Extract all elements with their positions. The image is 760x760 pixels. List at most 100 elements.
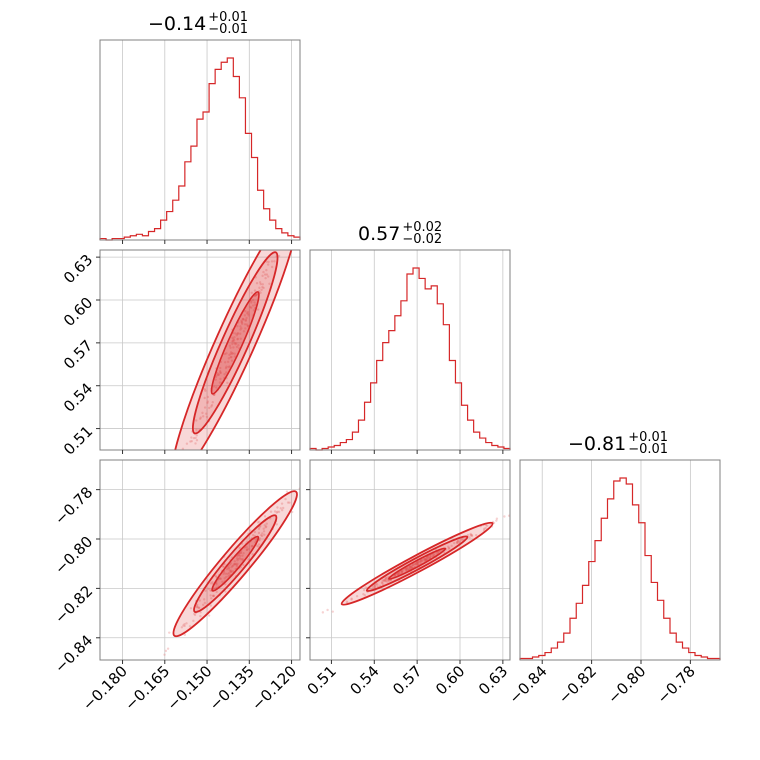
scatter-point bbox=[241, 317, 245, 321]
scatter-point bbox=[439, 550, 442, 553]
scatter-point bbox=[223, 352, 227, 356]
scatter-point bbox=[458, 540, 461, 544]
scatter-point bbox=[250, 300, 253, 303]
scatter-point bbox=[183, 622, 186, 626]
y-tick-label: −0.78 bbox=[51, 483, 96, 528]
contour-level-2 bbox=[211, 535, 260, 592]
scatter-point bbox=[229, 346, 232, 349]
scatter-point bbox=[239, 325, 242, 328]
scatter-point bbox=[242, 330, 246, 333]
y-tick-label: 0.54 bbox=[60, 379, 96, 415]
scatter-point bbox=[231, 351, 234, 355]
scatter-point bbox=[384, 578, 387, 581]
scatter-point bbox=[236, 554, 240, 557]
panel-title-1: 0.57 bbox=[358, 223, 400, 245]
contour-level-1 bbox=[193, 514, 278, 613]
scatter-point bbox=[223, 577, 226, 580]
panel-frame bbox=[99, 249, 301, 451]
scatter-point bbox=[275, 511, 278, 514]
scatter-point bbox=[257, 531, 261, 535]
scatter-point bbox=[414, 563, 417, 566]
scatter-point bbox=[306, 173, 308, 175]
scatter-point bbox=[222, 572, 225, 575]
title-plus-error: +0.01 bbox=[628, 430, 668, 445]
scatter-point bbox=[383, 579, 386, 583]
scatter-point bbox=[245, 545, 248, 549]
x-tick-label: −0.84 bbox=[505, 662, 550, 707]
scatter-point bbox=[182, 463, 184, 465]
scatter-point bbox=[251, 544, 254, 548]
scatter-point bbox=[273, 260, 276, 263]
scatter-point bbox=[255, 281, 259, 285]
scatter-point bbox=[383, 578, 386, 582]
scatter-point bbox=[164, 649, 168, 653]
scatter-point bbox=[388, 579, 391, 582]
scatter-point bbox=[495, 519, 498, 522]
scatter-point bbox=[219, 577, 222, 581]
scatter-point bbox=[423, 558, 427, 561]
scatter-point bbox=[256, 521, 260, 524]
x-tick-label: −0.78 bbox=[654, 662, 699, 707]
scatter-point bbox=[211, 594, 215, 598]
scatter-point bbox=[210, 405, 213, 408]
scatter-point bbox=[409, 565, 413, 569]
scatter-point bbox=[453, 541, 456, 545]
scatter-point bbox=[228, 569, 231, 572]
y-tick-label: 0.63 bbox=[60, 251, 96, 287]
scatter-point bbox=[235, 334, 238, 337]
scatter-point bbox=[373, 584, 377, 587]
scatter-point bbox=[261, 532, 264, 535]
scatter-point bbox=[231, 340, 234, 343]
scatter-point bbox=[195, 605, 199, 608]
scatter-point bbox=[420, 559, 424, 563]
scatter-point bbox=[405, 567, 408, 571]
scatter-point bbox=[238, 557, 241, 560]
scatter-point bbox=[253, 301, 256, 304]
scatter-point bbox=[233, 560, 237, 563]
scatter-point bbox=[193, 612, 196, 616]
panel-frame bbox=[519, 459, 721, 661]
scatter-point bbox=[227, 357, 231, 360]
x-tick-label: −0.150 bbox=[164, 662, 216, 714]
scatter-point bbox=[154, 514, 156, 516]
scatter-point bbox=[350, 597, 353, 600]
scatter-point bbox=[241, 557, 244, 561]
scatter-point bbox=[146, 529, 148, 531]
histogram-panel-0 bbox=[99, 39, 301, 244]
scatter-point bbox=[195, 434, 198, 437]
scatter-points-group bbox=[146, 173, 308, 531]
scatter-point bbox=[350, 598, 353, 601]
scatter-point bbox=[226, 360, 230, 364]
scatter-point bbox=[397, 572, 401, 576]
scatter-point bbox=[281, 506, 285, 510]
scatter-point bbox=[415, 561, 419, 565]
scatter-point bbox=[416, 563, 419, 566]
scatter-point bbox=[244, 310, 247, 313]
scatter-point bbox=[247, 558, 250, 561]
scatter-point bbox=[209, 582, 213, 585]
scatter-point bbox=[203, 406, 207, 409]
scatter-point bbox=[418, 560, 422, 564]
scatter-point bbox=[237, 344, 240, 347]
scatter-point bbox=[214, 375, 218, 379]
scatter-point bbox=[215, 590, 218, 594]
scatter-point bbox=[231, 339, 235, 343]
scatter-point bbox=[483, 527, 486, 531]
panel-frame bbox=[309, 459, 511, 661]
scatter-point bbox=[280, 502, 284, 505]
scatter-point bbox=[183, 633, 187, 636]
scatter-point bbox=[409, 566, 412, 569]
scatter-point bbox=[180, 626, 184, 629]
scatter-point bbox=[246, 324, 250, 328]
scatter-point bbox=[265, 260, 268, 263]
scatter-point bbox=[419, 559, 423, 563]
scatter-point bbox=[243, 314, 247, 317]
scatter-point bbox=[271, 246, 273, 248]
scatter-point bbox=[262, 527, 265, 530]
scatter-point bbox=[408, 565, 412, 568]
histogram-panel-2 bbox=[519, 459, 721, 664]
scatter-point bbox=[258, 281, 262, 284]
scatter-point bbox=[239, 551, 242, 555]
scatter-point bbox=[400, 571, 404, 574]
scatter-point bbox=[195, 419, 198, 422]
